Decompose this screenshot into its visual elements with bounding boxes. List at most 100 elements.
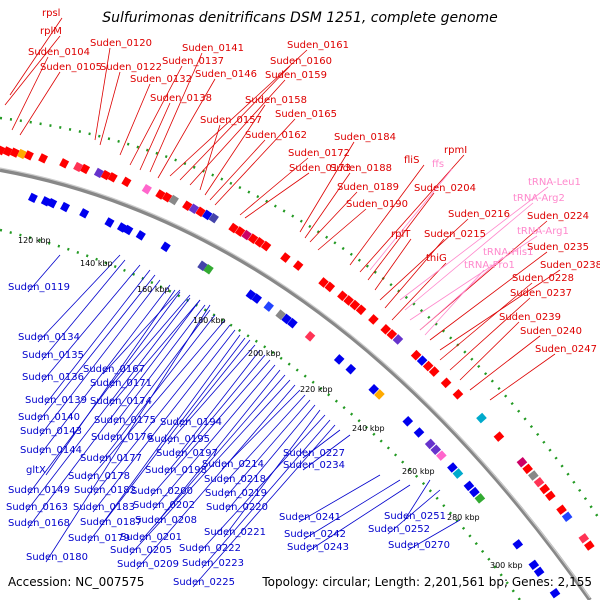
gene-label-Suden_0215[interactable]: Suden_0215: [424, 229, 486, 240]
gene-label-Suden_0184[interactable]: Suden_0184: [334, 132, 396, 143]
gene-label-Suden_0160[interactable]: Suden_0160: [270, 56, 332, 67]
gene-label-Suden_0141[interactable]: Suden_0141: [182, 43, 244, 54]
gene-label-Suden_0190[interactable]: Suden_0190: [346, 199, 408, 210]
gene-label-Suden_0177[interactable]: Suden_0177: [80, 453, 142, 464]
gene-label-Suden_0174[interactable]: Suden_0174: [90, 396, 152, 407]
gene-label-Suden_0180[interactable]: Suden_0180: [26, 552, 88, 563]
gene-label-tRNA-Arg1[interactable]: tRNA-Arg1: [517, 226, 569, 237]
gene-label-Suden_0209[interactable]: Suden_0209: [117, 559, 179, 570]
gene-label-Suden_0251[interactable]: Suden_0251: [384, 511, 446, 522]
gene-label-Suden_0204[interactable]: Suden_0204: [414, 183, 476, 194]
gene-label-tRNA-Leu1[interactable]: tRNA-Leu1: [528, 177, 581, 188]
gene-label-Suden_0223[interactable]: Suden_0223: [182, 558, 244, 569]
gene-feature: [0, 145, 6, 156]
gene-label-Suden_0175[interactable]: Suden_0175: [94, 415, 156, 426]
gene-label-Suden_0208[interactable]: Suden_0208: [135, 515, 197, 526]
gene-label-tRNA-Pro1[interactable]: tRNA-Pro1: [464, 260, 515, 271]
gene-label-Suden_0165[interactable]: Suden_0165: [275, 109, 337, 120]
gene-label-Suden_0228[interactable]: Suden_0228: [512, 273, 574, 284]
gene-label-rpmI[interactable]: rpmI: [444, 145, 467, 156]
gene-label-gltX[interactable]: gltX: [26, 465, 46, 476]
scale-tick-label: 120 kbp: [18, 236, 51, 245]
gene-label-Suden_0189[interactable]: Suden_0189: [337, 182, 399, 193]
gene-label-Suden_0161[interactable]: Suden_0161: [287, 40, 349, 51]
gene-label-Suden_0104[interactable]: Suden_0104: [28, 47, 90, 58]
gene-label-Suden_0162[interactable]: Suden_0162: [245, 130, 307, 141]
gene-label-Suden_0224[interactable]: Suden_0224: [527, 211, 589, 222]
gene-label-Suden_0122[interactable]: Suden_0122: [100, 62, 162, 73]
gene-label-Suden_0239[interactable]: Suden_0239: [499, 312, 561, 323]
gene-label-Suden_0188[interactable]: Suden_0188: [330, 163, 392, 174]
gene-label-rplM[interactable]: rplM: [40, 26, 62, 37]
gene-label-Suden_0135[interactable]: Suden_0135: [22, 350, 84, 361]
gene-label-Suden_0270[interactable]: Suden_0270: [388, 540, 450, 551]
gene-label-Suden_0139[interactable]: Suden_0139: [25, 395, 87, 406]
gene-label-Suden_0168[interactable]: Suden_0168: [8, 518, 70, 529]
gene-label-Suden_0222[interactable]: Suden_0222: [179, 543, 241, 554]
gene-label-Suden_0158[interactable]: Suden_0158: [245, 95, 307, 106]
gene-label-Suden_0202[interactable]: Suden_0202: [133, 500, 195, 511]
gene-label-Suden_0219[interactable]: Suden_0219: [205, 488, 267, 499]
gene-label-Suden_0225[interactable]: Suden_0225: [173, 577, 235, 588]
gene-label-Suden_0214[interactable]: Suden_0214: [202, 459, 264, 470]
gene-label-Suden_0167[interactable]: Suden_0167: [83, 364, 145, 375]
gene-label-Suden_0143[interactable]: Suden_0143: [20, 426, 82, 437]
gene-label-thiG[interactable]: thiG: [426, 253, 447, 264]
gene-label-Suden_0227[interactable]: Suden_0227: [283, 448, 345, 459]
gene-label-Suden_0187[interactable]: Suden_0187: [80, 517, 142, 528]
gene-label-Suden_0240[interactable]: Suden_0240: [520, 326, 582, 337]
gene-label-rpsl[interactable]: rpsl: [42, 8, 60, 19]
gene-label-Suden_0119[interactable]: Suden_0119: [8, 282, 70, 293]
gene-label-ffs[interactable]: ffs: [432, 159, 444, 170]
gene-label-Suden_0144[interactable]: Suden_0144: [20, 445, 82, 456]
gene-label-Suden_0235[interactable]: Suden_0235: [527, 242, 589, 253]
gene-label-Suden_0220[interactable]: Suden_0220: [206, 502, 268, 513]
gene-label-Suden_0200[interactable]: Suden_0200: [131, 486, 193, 497]
gene-label-Suden_0132[interactable]: Suden_0132: [130, 74, 192, 85]
gene-label-Suden_0242[interactable]: Suden_0242: [284, 529, 346, 540]
gene-label-Suden_0134[interactable]: Suden_0134: [18, 332, 80, 343]
gene-label-Suden_0173[interactable]: Suden_0173: [289, 163, 351, 174]
gene-label-Suden_0149[interactable]: Suden_0149: [8, 485, 70, 496]
gene-feature: [386, 329, 398, 340]
gene-label-Suden_0182[interactable]: Suden_0182: [74, 485, 136, 496]
gene-label-Suden_0243[interactable]: Suden_0243: [287, 542, 349, 553]
gene-label-Suden_0146[interactable]: Suden_0146: [195, 69, 257, 80]
gene-label-Suden_0205[interactable]: Suden_0205: [110, 545, 172, 556]
gene-label-Suden_0105[interactable]: Suden_0105: [40, 62, 102, 73]
gene-label-tRNA-Arg2[interactable]: tRNA-Arg2: [513, 193, 565, 204]
gene-label-Suden_0216[interactable]: Suden_0216: [448, 209, 510, 220]
gene-label-Suden_0247[interactable]: Suden_0247: [535, 344, 597, 355]
gene-label-Suden_0221[interactable]: Suden_0221: [204, 527, 266, 538]
gene-label-Suden_0197[interactable]: Suden_0197: [156, 448, 218, 459]
leader-line-Suden_0190: [317, 208, 367, 251]
gene-label-Suden_0237[interactable]: Suden_0237: [510, 288, 572, 299]
gene-label-Suden_0179[interactable]: Suden_0179: [68, 533, 130, 544]
gene-label-tRNA-His1[interactable]: tRNA-His1: [483, 247, 533, 258]
gene-label-Suden_0178[interactable]: Suden_0178: [68, 471, 130, 482]
gene-label-Suden_0252[interactable]: Suden_0252: [368, 524, 430, 535]
gene-label-Suden_0159[interactable]: Suden_0159: [265, 70, 327, 81]
gene-label-Suden_0136[interactable]: Suden_0136: [22, 372, 84, 383]
gene-label-Suden_0120[interactable]: Suden_0120: [90, 38, 152, 49]
gene-label-Suden_0157[interactable]: Suden_0157: [200, 115, 262, 126]
gene-label-rplT[interactable]: rplT: [391, 229, 411, 240]
gene-label-Suden_0140[interactable]: Suden_0140: [18, 412, 80, 423]
gene-label-Suden_0198[interactable]: Suden_0198: [145, 465, 207, 476]
gene-label-Suden_0138[interactable]: Suden_0138: [150, 93, 212, 104]
gene-label-Suden_0241[interactable]: Suden_0241: [279, 512, 341, 523]
gene-label-Suden_0183[interactable]: Suden_0183: [73, 502, 135, 513]
gene-label-Suden_0137[interactable]: Suden_0137: [162, 56, 224, 67]
gene-label-Suden_0172[interactable]: Suden_0172: [288, 148, 350, 159]
gene-label-Suden_0234[interactable]: Suden_0234: [283, 460, 345, 471]
gene-label-Suden_0218[interactable]: Suden_0218: [204, 474, 266, 485]
gene-label-Suden_0201[interactable]: Suden_0201: [120, 532, 182, 543]
gene-label-Suden_0171[interactable]: Suden_0171: [90, 378, 152, 389]
gene-label-Suden_0195[interactable]: Suden_0195: [148, 434, 210, 445]
gene-label-Suden_0238[interactable]: Suden_0238: [540, 260, 600, 271]
gene-label-fliS[interactable]: fliS: [404, 155, 419, 166]
gene-label-Suden_0176[interactable]: Suden_0176: [91, 432, 153, 443]
gene-label-Suden_0163[interactable]: Suden_0163: [6, 502, 68, 513]
gene-label-Suden_0194[interactable]: Suden_0194: [160, 417, 222, 428]
genome-backbone: [0, 168, 592, 600]
